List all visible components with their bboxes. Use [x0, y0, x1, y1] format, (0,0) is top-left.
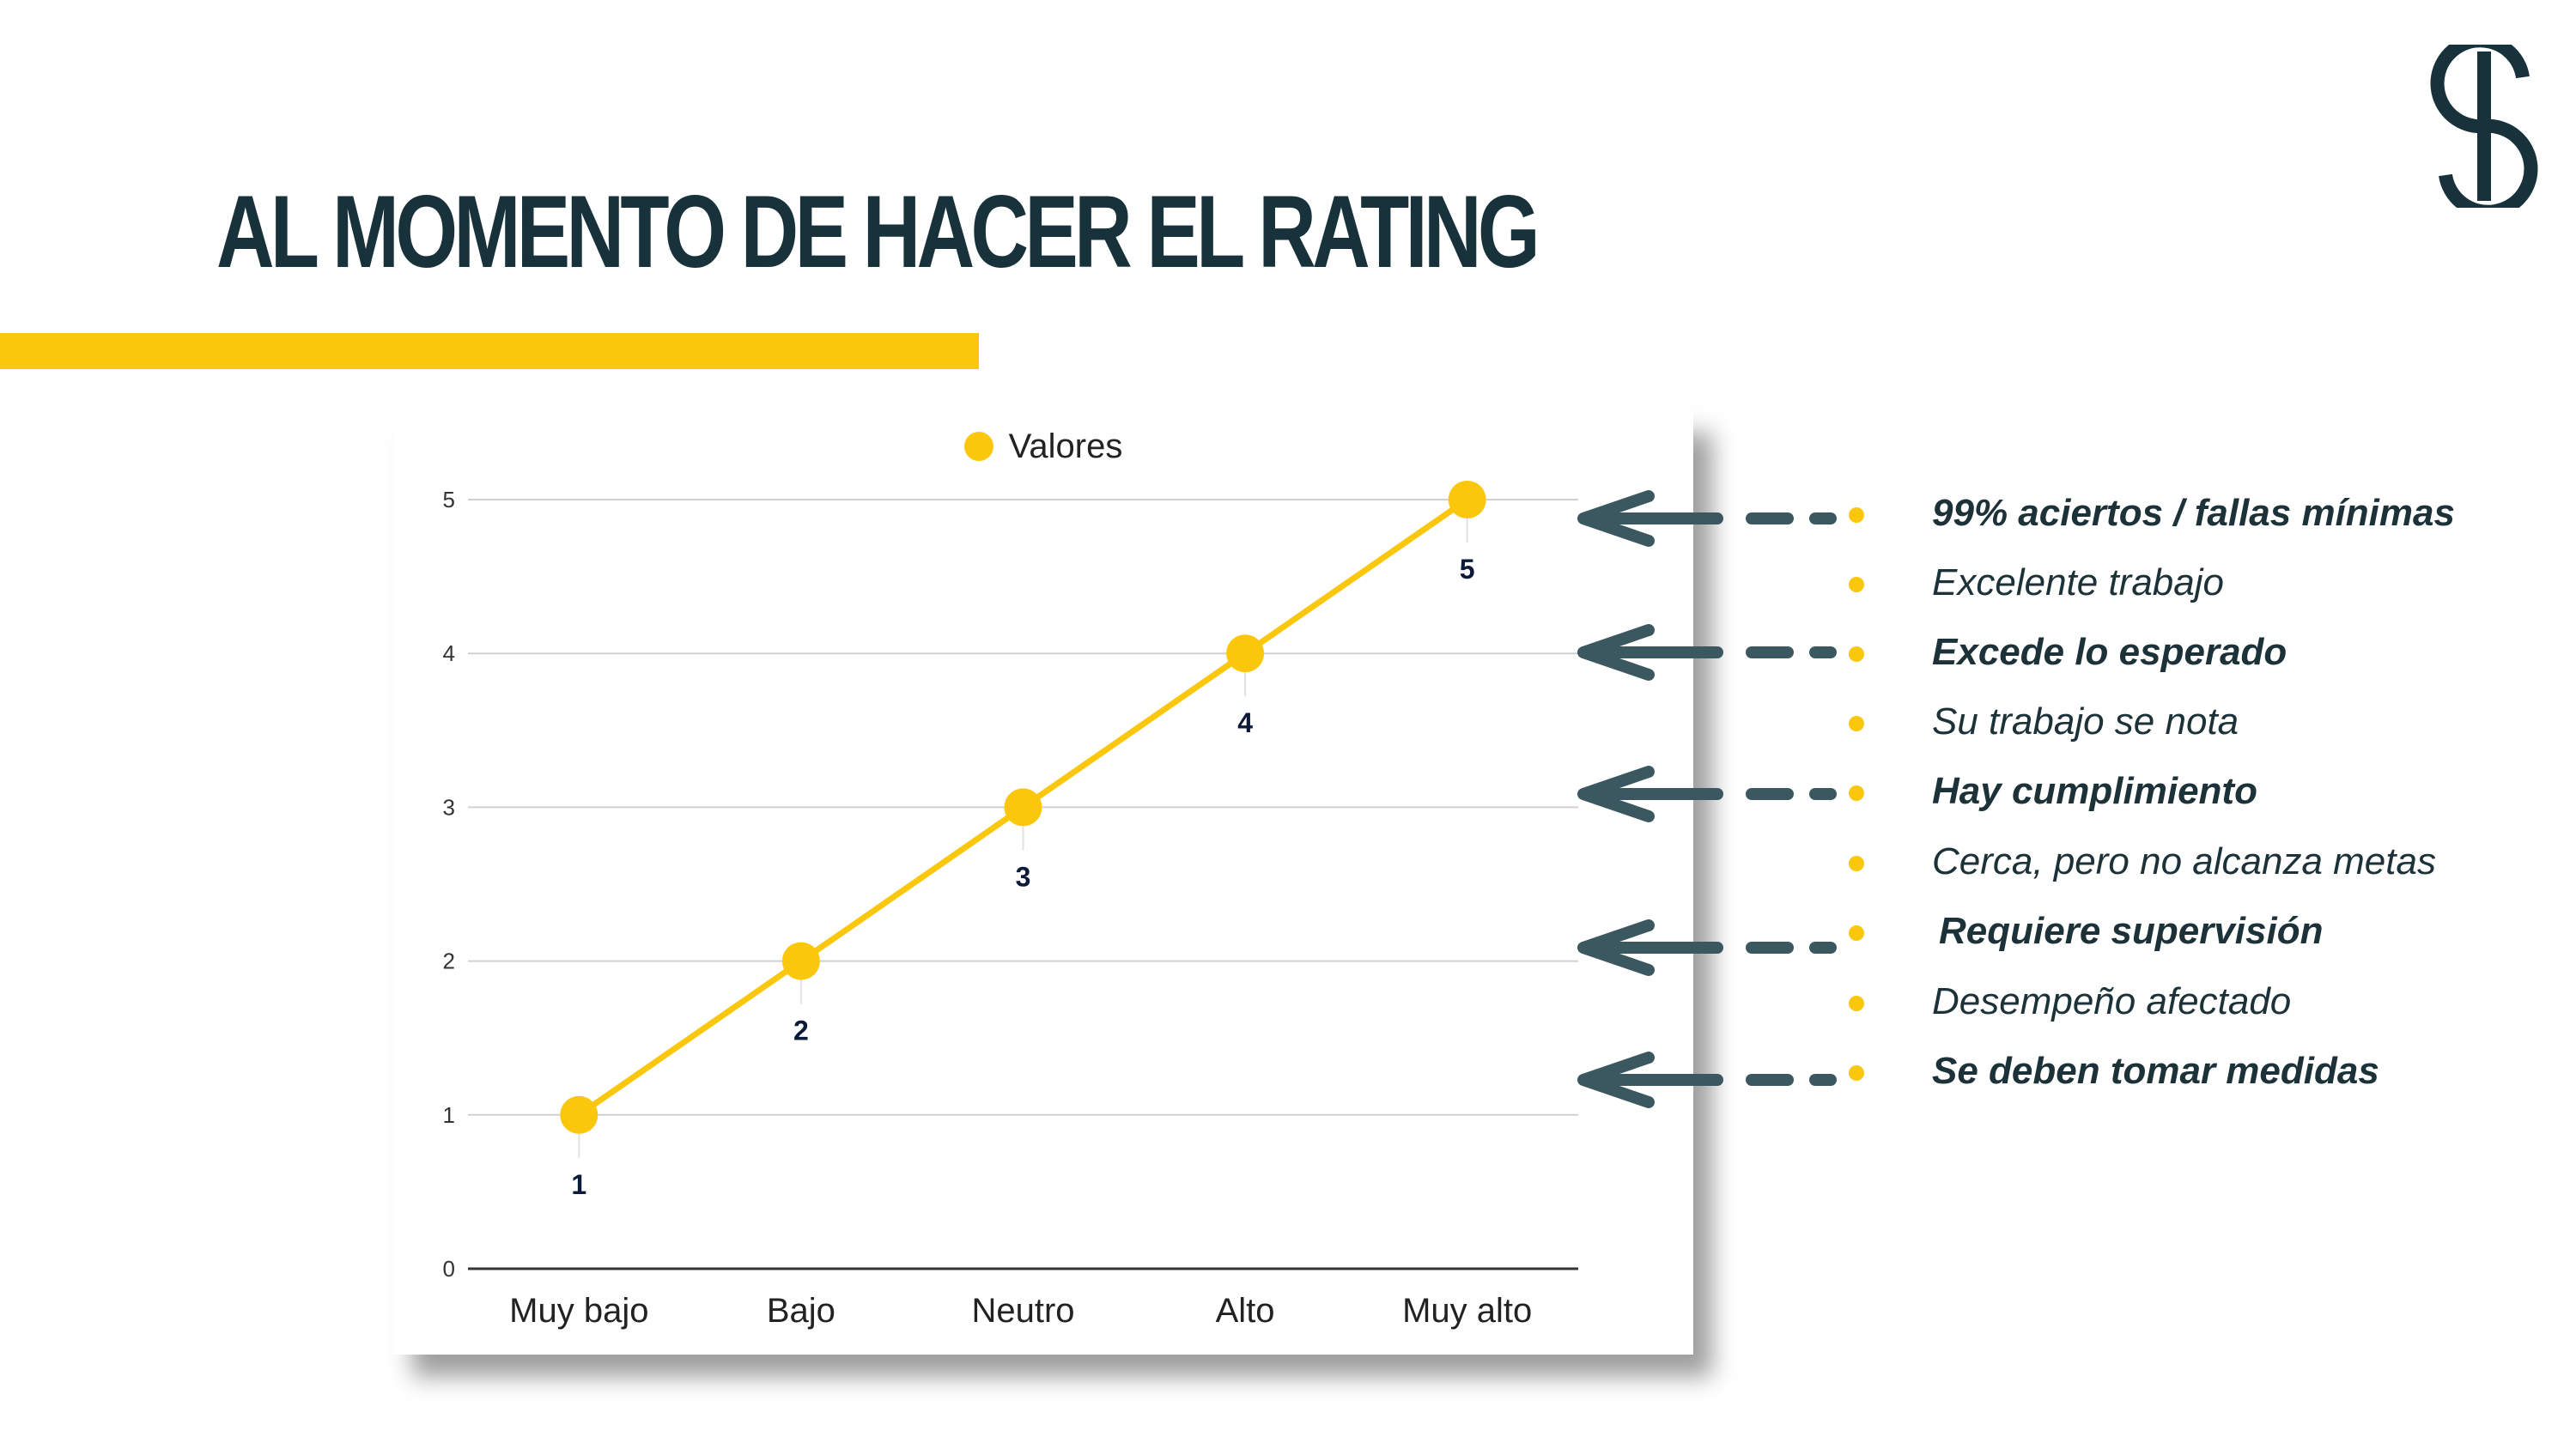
arrow-left-icon	[1577, 1052, 1837, 1108]
arrows-layer	[1577, 490, 1864, 1108]
legend-marker	[963, 432, 993, 461]
bullet-dot-icon	[1849, 996, 1864, 1011]
rating-descriptor: Su trabajo se nota	[1932, 700, 2239, 743]
y-tick-label: 4	[443, 640, 455, 666]
chart-panel: 0 1 2 3 4 5 Muy bajo Bajo Neutro Alto Muy alto 1 2 3 4…	[393, 410, 1693, 1355]
rating-descriptor: Hay cumplimiento	[1932, 770, 2257, 812]
bullet-dot-icon	[1849, 1065, 1864, 1081]
arrow-left-icon	[1577, 919, 1837, 976]
data-label: 5	[1460, 554, 1475, 585]
page-title: AL MOMENTO DE HACER EL RATING	[216, 174, 1540, 289]
arrow-left-icon	[1577, 624, 1837, 681]
accent-bar	[0, 333, 979, 369]
rating-descriptor: 99% aciertos / fallas mínimas	[1932, 492, 2455, 534]
y-tick-label: 2	[443, 949, 455, 974]
arrow-left-icon	[1577, 490, 1837, 547]
data-label: 3	[1016, 861, 1031, 892]
arrow-left-icon	[1577, 766, 1837, 822]
chart-legend: Valores	[393, 427, 1693, 466]
rating-descriptor: Cerca, pero no alcanza metas	[1932, 840, 2436, 882]
data-label: 2	[793, 1016, 809, 1046]
y-tick-label: 1	[443, 1102, 455, 1128]
bullet-dot-icon	[1849, 785, 1864, 801]
data-label: 4	[1237, 707, 1253, 738]
data-point	[1004, 788, 1042, 827]
legend-label: Valores	[1008, 427, 1123, 465]
x-tick-label: Muy bajo	[509, 1292, 648, 1330]
rating-descriptor: Se deben tomar medidas	[1932, 1050, 2379, 1092]
y-tick-label: 3	[443, 794, 455, 820]
bullet-dot-icon	[1849, 646, 1864, 662]
rating-descriptor: Desempeño afectado	[1932, 980, 2292, 1022]
y-tick-label: 5	[443, 487, 455, 512]
data-point	[1226, 634, 1265, 673]
x-tick-label: Neutro	[971, 1292, 1074, 1330]
rating-descriptor: Excelente trabajo	[1932, 561, 2224, 603]
bullet-dot-icon	[1849, 856, 1864, 871]
bullet-dot-icon	[1849, 716, 1864, 731]
rating-descriptor: Excede lo esperado	[1932, 631, 2287, 673]
line-chart: 0 1 2 3 4 5 Muy bajo Bajo Neutro Alto Muy alto 1 2 3 4…	[443, 481, 1578, 1330]
rating-descriptor: Requiere supervisión	[1939, 910, 2324, 952]
x-tick-label: Bajo	[767, 1292, 835, 1330]
x-tick-label: Muy alto	[1402, 1292, 1532, 1330]
bullet-dot-icon	[1849, 925, 1864, 941]
x-tick-label: Alto	[1216, 1292, 1275, 1330]
data-point	[1448, 481, 1486, 518]
bullet-dot-icon	[1849, 507, 1864, 523]
data-label: 1	[571, 1169, 586, 1200]
data-point	[781, 942, 820, 980]
s-logo-icon	[2430, 45, 2538, 208]
data-point	[560, 1095, 598, 1134]
y-tick-label: 0	[443, 1256, 455, 1282]
bullet-dot-icon	[1849, 577, 1864, 592]
